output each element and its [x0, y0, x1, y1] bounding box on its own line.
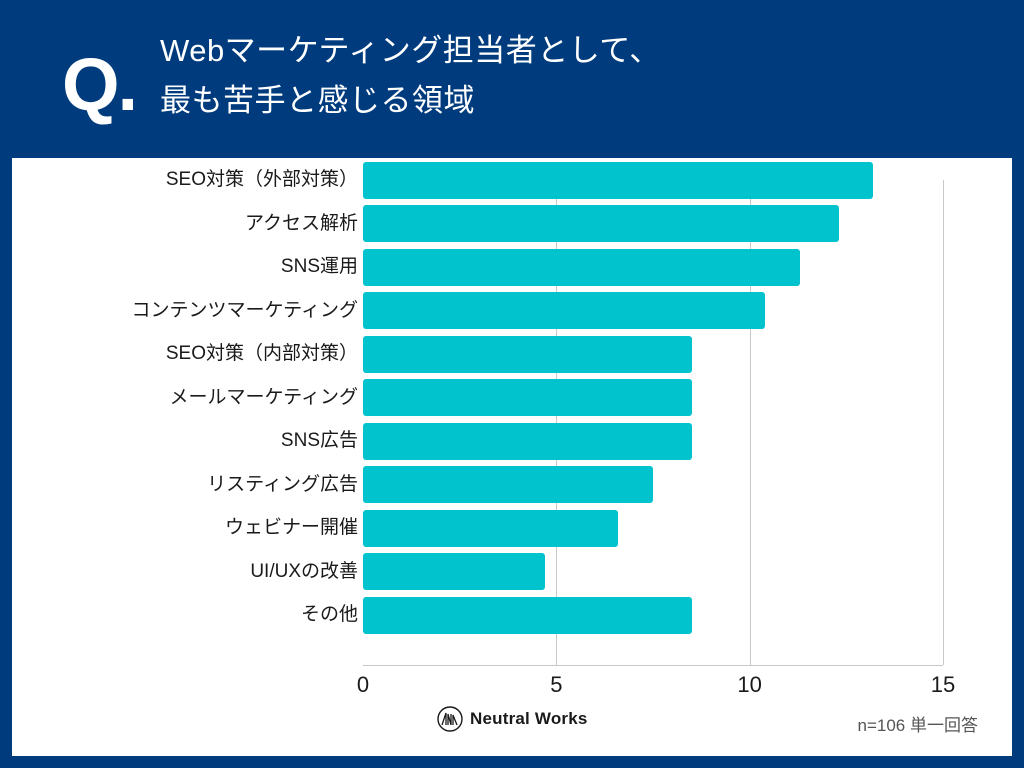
chart-row: SNS広告	[12, 419, 1012, 463]
bar-rows: SEO対策（外部対策） アクセス解析 SNS運用コンテンツマーケティング SEO対策（…	[12, 158, 1012, 637]
chart-row: メールマーケティング	[12, 376, 1012, 420]
chart-row: ウェビナー開催	[12, 506, 1012, 550]
bar-11[interactable]	[363, 596, 692, 634]
bar-2[interactable]	[363, 205, 839, 242]
chart-row: SEO対策（内部対策）	[12, 332, 1012, 376]
sample-size-note: n=106 単一回答	[857, 716, 978, 735]
bar-track	[363, 466, 653, 503]
neutral-works-circle-logo-icon	[437, 706, 463, 732]
category-label: メールマーケティング	[169, 386, 358, 408]
chart-panel: SEO対策（外部対策） アクセス解析 SNS運用コンテンツマーケティング SEO対策（…	[12, 158, 1012, 756]
category-label: UI/UXの改善	[250, 560, 358, 582]
x-tick-label-5: 5	[550, 672, 563, 697]
footer: Neutral Works n=106 単一回答	[12, 700, 1012, 756]
title-line-1: Webマーケティング担当者として、	[160, 33, 661, 68]
chart-row: リスティング広告	[12, 463, 1012, 507]
bar-track	[363, 509, 619, 547]
bar-track	[363, 596, 692, 634]
page-title: Webマーケティング担当者として、 最も苦手と感じる領域	[160, 26, 990, 126]
bar-6[interactable]	[363, 379, 692, 416]
x-tick-label-0: 0	[356, 672, 370, 697]
x-tick-label-10: 10	[737, 672, 762, 697]
bar-chart: SEO対策（外部対策） アクセス解析 SNS運用コンテンツマーケティング SEO対策（…	[12, 158, 1012, 756]
category-label: SNS運用	[280, 256, 358, 277]
bar-track	[363, 292, 766, 329]
bar-track	[363, 553, 545, 590]
brand-logo: Neutral Works	[437, 706, 588, 732]
chart-row: アクセス解析	[12, 202, 1012, 246]
bar-3[interactable]	[363, 248, 800, 286]
bar-1[interactable]	[363, 161, 874, 199]
bar-track	[363, 422, 692, 460]
x-axis-line	[363, 665, 943, 666]
bar-7[interactable]	[363, 422, 692, 460]
bar-10[interactable]	[363, 553, 545, 590]
question-mark-icon: Q.	[62, 43, 138, 126]
bar-track	[363, 248, 800, 286]
category-label: SEO対策（外部対策）	[165, 169, 358, 190]
bar-track	[363, 205, 839, 242]
category-label: コンテンツマーケティング	[131, 299, 358, 321]
gridline-10	[749, 180, 751, 665]
chart-row: コンテンツマーケティング	[12, 289, 1012, 333]
chart-row: その他	[12, 593, 1012, 637]
bar-4[interactable]	[363, 292, 766, 329]
category-label: ウェビナー開催	[224, 517, 358, 538]
category-label: その他	[300, 604, 358, 625]
brand-logo-text: Neutral Works	[470, 709, 588, 728]
chart-row: SNS運用	[12, 245, 1012, 289]
x-tick-label-15: 15	[930, 672, 956, 697]
chart-row: SEO対策（外部対策）	[12, 158, 1012, 202]
bar-9[interactable]	[363, 509, 619, 547]
bar-8[interactable]	[363, 466, 653, 503]
bar-5[interactable]	[363, 335, 692, 373]
category-label: SNS広告	[280, 430, 358, 451]
bar-track	[363, 161, 874, 199]
chart-row: UI/UXの改善	[12, 550, 1012, 594]
header-banner: Q. Webマーケティング担当者として、 最も苦手と感じる領域	[0, 0, 1024, 152]
gridline-15	[943, 180, 944, 665]
x-axis-ticks: 0 5 10 15	[12, 672, 1012, 706]
bar-track	[363, 335, 692, 373]
category-label: リスティング広告	[207, 473, 358, 495]
category-label: アクセス解析	[244, 212, 358, 234]
category-label: SEO対策（内部対策）	[165, 343, 358, 364]
title-line-2: 最も苦手と感じる領域	[160, 83, 475, 118]
bar-track	[363, 379, 692, 416]
